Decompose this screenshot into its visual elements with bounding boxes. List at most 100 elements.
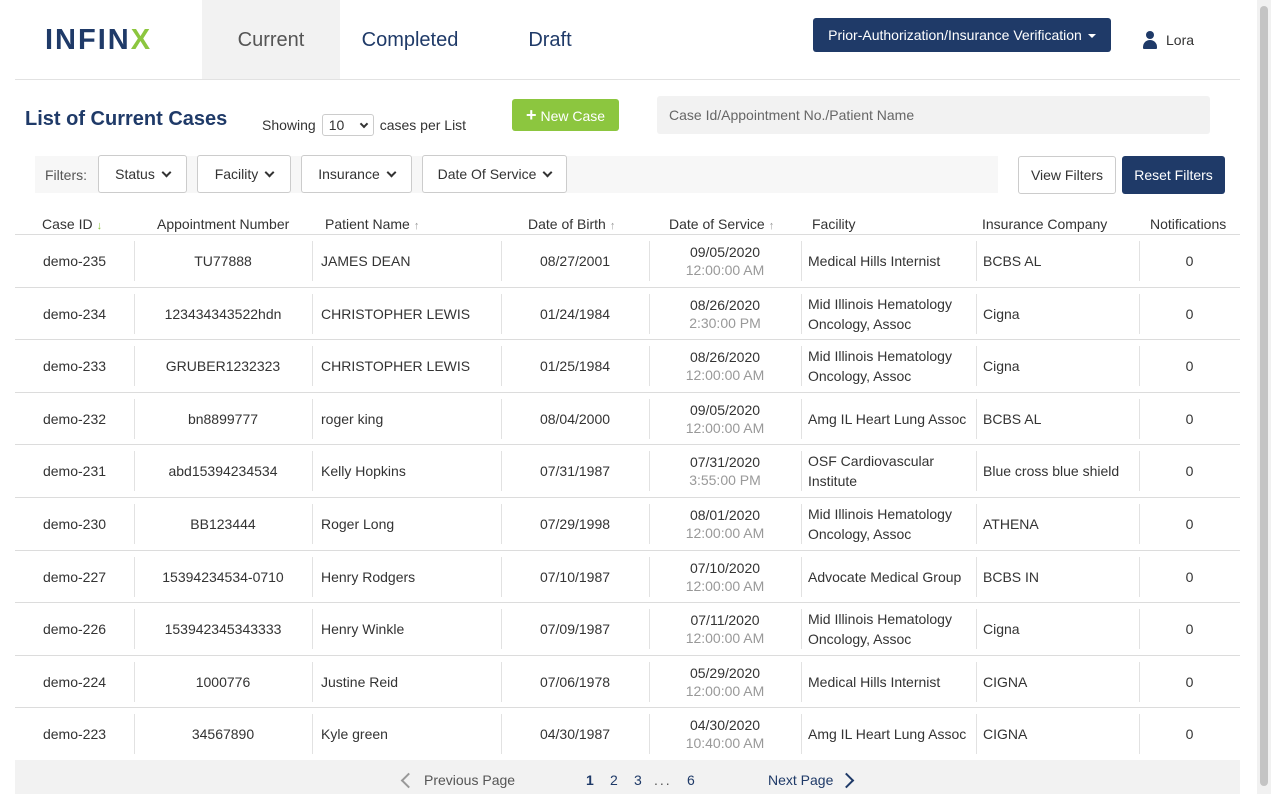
case-id[interactable]: demo-231 [42,463,107,480]
view-filters-button[interactable]: View Filters [1018,156,1116,194]
patient-name: roger king [321,410,384,427]
column-divider [801,503,802,544]
column-divider [649,609,650,650]
page-3[interactable]: 3 [634,772,642,788]
table-row[interactable]: demo-230 BB123444 Roger Long 07/29/1998 08/0… [15,498,1240,551]
page-scrollbar[interactable] [1257,0,1271,794]
next-page-button[interactable]: Next Page [768,772,855,788]
page-last[interactable]: 6 [687,772,695,788]
patient-name: Henry Rodgers [321,568,416,585]
column-divider [1139,661,1140,702]
column-divider [1139,714,1140,755]
column-divider [976,398,977,439]
appointment-number: 1000776 [195,673,251,690]
table-row[interactable]: demo-231 abd15394234534 Kelly Hopkins 07/31… [15,445,1240,498]
page-1[interactable]: 1 [586,772,594,788]
appointment-number: GRUBER1232323 [165,358,281,375]
case-id[interactable]: demo-227 [42,568,107,585]
case-id[interactable]: demo-233 [42,358,107,375]
column-divider [501,609,502,650]
table-row[interactable]: demo-235 TU77888 JAMES DEAN 08/27/2001 09/05… [15,235,1240,288]
table-row[interactable]: demo-224 1000776 Justine Reid 07/06/1978 05/… [15,656,1240,709]
column-divider [1139,346,1140,387]
facility: OSF Cardiovascular Institute [808,453,935,490]
column-divider [501,661,502,702]
col-date-of-service[interactable]: Date of Service ↑ [669,216,774,232]
tab-draft[interactable]: Draft [528,29,572,51]
column-divider [976,293,977,334]
chevron-down-icon [264,167,275,177]
column-divider [1139,609,1140,650]
mode-dropdown-button[interactable]: Prior-Authorization/Insurance Verificati… [813,18,1111,52]
filter-insurance-button[interactable]: Insurance [301,155,412,193]
case-id[interactable]: demo-235 [42,253,107,269]
case-id[interactable]: demo-232 [42,410,107,427]
dos-date: 05/29/2020 [689,664,761,681]
column-divider [312,503,313,544]
column-divider [1139,503,1140,544]
table-row[interactable]: demo-223 34567890 Kyle green 04/30/1987 04/3… [15,708,1240,761]
case-id[interactable]: demo-224 [42,673,107,690]
column-divider [976,609,977,650]
sort-icon: ↑ [413,220,420,232]
filter-status-button[interactable]: Status [98,155,187,193]
new-case-button[interactable]: + New Case [512,99,619,131]
column-divider [312,241,313,281]
column-divider [501,451,502,492]
filter-date-of-service-button[interactable]: Date Of Service [422,155,567,193]
table-row[interactable]: demo-232 bn8899777 roger king 08/04/2000 09/… [15,393,1240,446]
facility: Advocate Medical Group [808,568,962,585]
table-row[interactable]: demo-233 GRUBER1232323 CHRISTOPHER LEWIS 01… [15,340,1240,393]
column-divider [312,293,313,334]
column-divider [312,661,313,702]
dos-date: 04/30/2020 [689,717,761,734]
notifications-count: 0 [1185,463,1194,480]
insurance-company: CIGNA [983,726,1028,743]
case-id[interactable]: demo-223 [42,726,107,743]
page-title: List of Current Cases [25,108,228,130]
column-divider [976,714,977,755]
table-row[interactable]: demo-227 15394234534-0710 Henry Rodgers 07/… [15,551,1240,604]
plus-icon: + [525,105,537,125]
column-divider [976,556,977,597]
column-divider [649,398,650,439]
patient-name: Henry Winkle [321,621,405,638]
previous-page-button[interactable]: Previous Page [400,772,515,788]
user-menu[interactable]: Lora [1142,30,1194,50]
case-id[interactable]: demo-234 [42,305,107,322]
scrollbar-thumb[interactable] [1260,6,1268,786]
tab-current[interactable]: Current [202,0,340,79]
filter-facility-label: Facility [214,166,259,182]
case-id[interactable]: demo-226 [42,621,107,638]
col-patient-name[interactable]: Patient Name ↑ [325,216,419,232]
date-of-service: 05/29/2020 12:00:00 AM [649,656,801,708]
col-case-id[interactable]: Case ID ↓ [42,216,102,232]
page-2[interactable]: 2 [610,772,618,788]
table-row[interactable]: demo-234 123434343522hdn CHRISTOPHER LEWIS… [15,288,1240,341]
dos-date: 07/10/2020 [689,559,761,576]
column-divider [801,241,802,281]
appointment-number: BB123444 [190,515,256,532]
column-divider [134,451,135,492]
date-of-birth: 07/09/1987 [539,621,611,638]
appointment-number: 153942345343333 [164,621,282,638]
tab-completed[interactable]: Completed [361,29,459,51]
dos-date: 08/01/2020 [689,506,761,523]
column-divider [649,241,650,281]
search-input[interactable] [657,96,1210,134]
dos-time: 12:00:00 AM [685,419,765,436]
date-of-service: 08/01/2020 12:00:00 AM [649,498,801,550]
col-date-of-birth[interactable]: Date of Birth ↑ [528,216,615,232]
column-divider [134,661,135,702]
table-row[interactable]: demo-226 153942345343333 Henry Winkle 07/09… [15,603,1240,656]
insurance-company: BCBS IN [983,568,1040,585]
patient-name: Justine Reid [321,673,399,690]
filter-facility-button[interactable]: Facility [197,155,291,193]
reset-filters-button[interactable]: Reset Filters [1122,156,1225,194]
sort-icon: ↓ [96,220,103,232]
dos-time: 12:00:00 AM [685,367,765,384]
facility: Amg IL Heart Lung Assoc [808,726,967,743]
case-id[interactable]: demo-230 [42,515,107,532]
column-divider [312,556,313,597]
per-page-select[interactable]: 10 [321,114,374,136]
